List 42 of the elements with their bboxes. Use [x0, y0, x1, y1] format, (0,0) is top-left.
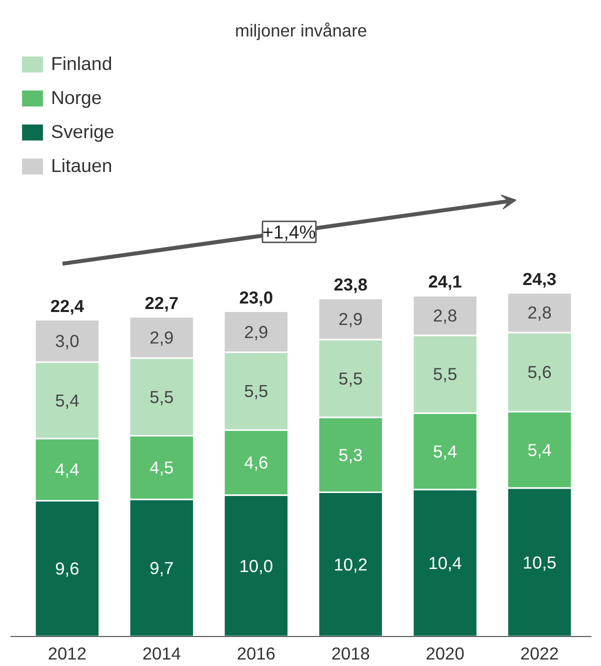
- data-label: 9,7: [150, 558, 174, 578]
- data-label: 2,9: [244, 322, 268, 342]
- total-label: 24,3: [522, 268, 557, 289]
- data-label: 10,4: [428, 552, 462, 573]
- data-label: 4,6: [244, 452, 268, 473]
- data-label: 2,8: [433, 306, 458, 326]
- x-tick-label: 2016: [236, 644, 276, 664]
- total-label: 24,1: [428, 272, 462, 292]
- total-label: 22,4: [50, 296, 84, 316]
- text: +1,4%: [262, 221, 316, 242]
- data-label: 2,9: [150, 327, 174, 348]
- data-label: 5,5: [338, 368, 363, 388]
- chart-title: miljoner invånare: [235, 20, 367, 40]
- data-label: 2,9: [338, 309, 363, 330]
- data-label: 10,2: [334, 554, 368, 574]
- legend-label: Sverige: [51, 121, 114, 143]
- data-label: 5,4: [527, 440, 552, 460]
- total-label: 23,0: [239, 287, 273, 308]
- x-tick-label: 2014: [142, 644, 182, 664]
- data-label: 5,5: [244, 381, 268, 402]
- x-tick-label: 2018: [331, 644, 370, 664]
- data-label: 3,0: [55, 330, 80, 351]
- data-label: 5,5: [150, 386, 174, 407]
- total-label: 22,7: [144, 292, 179, 313]
- legend-label: Norge: [51, 87, 102, 109]
- data-label: 5,4: [55, 390, 80, 410]
- data-label: 5,6: [527, 362, 552, 382]
- legend-label: Finland: [51, 53, 112, 75]
- data-label: 10,5: [522, 552, 556, 572]
- data-label: 4,5: [150, 458, 174, 478]
- data-label: 9,6: [55, 558, 80, 579]
- x-tick-label: 2012: [48, 644, 86, 664]
- data-label: 2,8: [527, 302, 552, 323]
- data-label: 5,4: [433, 441, 458, 462]
- data-label: 4,4: [55, 460, 80, 480]
- data-label: 5,5: [433, 364, 458, 384]
- data-label: 5,3: [338, 444, 363, 465]
- legend-label: Litauen: [51, 155, 112, 177]
- total-label: 23,8: [334, 274, 368, 295]
- x-tick-label: 2022: [520, 644, 559, 664]
- data-label: 10,0: [239, 556, 273, 576]
- x-tick-label: 2020: [426, 644, 464, 664]
